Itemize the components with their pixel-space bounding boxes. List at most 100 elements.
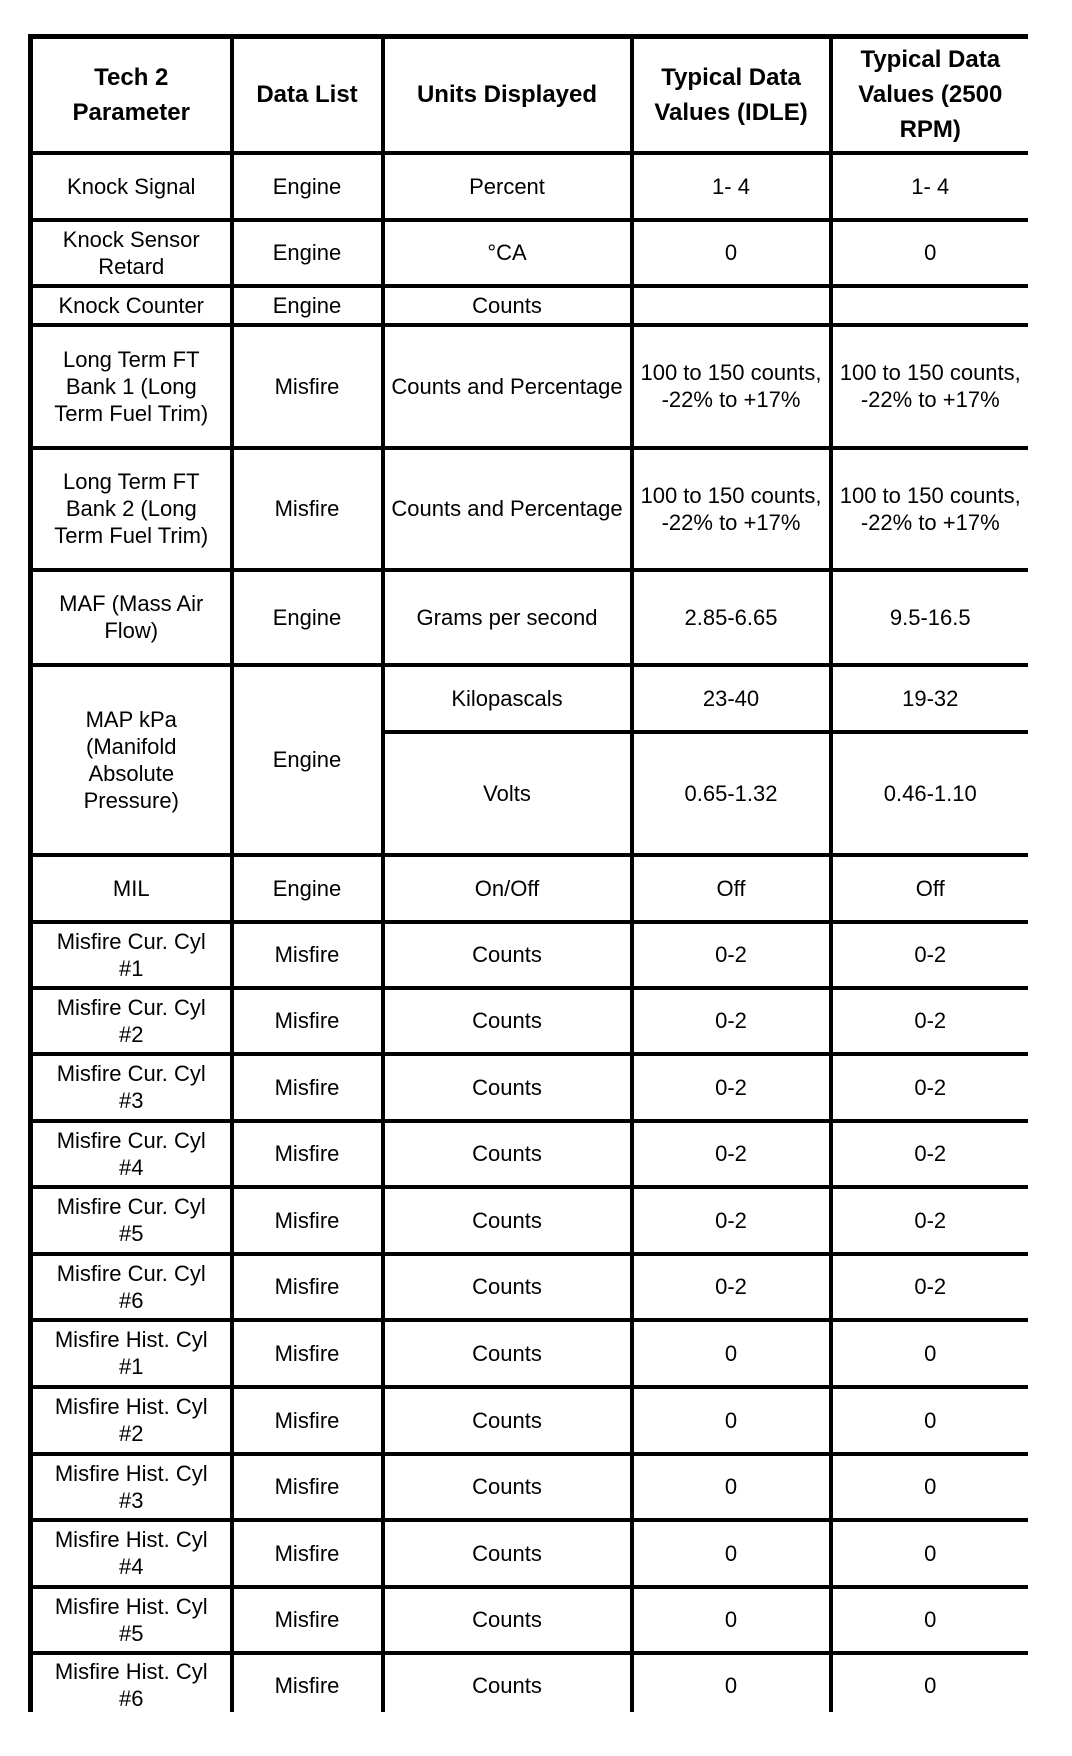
cell-idle: 0-2 — [629, 919, 833, 990]
cell-units: Counts — [380, 1118, 634, 1189]
cell-2500rpm: 0 — [828, 1650, 1028, 1712]
cell-units: Grams per second — [380, 567, 634, 667]
cell-units: Counts — [380, 985, 634, 1056]
cell-units: Counts — [380, 1517, 634, 1589]
blank-value: ___ — [911, 300, 949, 326]
table-row: Misfire Cur. Cyl #1 Misfire Counts 0-2 0-2 — [28, 919, 1028, 990]
cell-parameter: Knock Counter — [28, 283, 234, 327]
cell-data-list: Misfire — [229, 1251, 385, 1322]
cell-units: Counts — [380, 1251, 634, 1322]
cell-2500rpm: 1- 4 — [828, 150, 1028, 222]
cell-idle: 0-2 — [629, 985, 833, 1056]
cell-data-list: Misfire — [229, 1118, 385, 1189]
cell-data-list: Engine — [229, 852, 385, 924]
table-row: Misfire Hist. Cyl #3 Misfire Counts 0 0 — [28, 1451, 1028, 1522]
cell-data-list: Engine — [229, 150, 385, 222]
blank-value: ___ — [712, 300, 750, 326]
cell-units: Counts — [380, 1317, 634, 1389]
cell-parameter: MAP kPa (Manifold Absolute Pressure) — [28, 662, 234, 857]
cell-units: Counts and Percentage — [380, 322, 634, 450]
table-row: MAP kPa (Manifold Absolute Pressure) Engi… — [28, 662, 1028, 857]
cell-idle: 100 to 150 counts, -22% to +17% — [629, 322, 833, 450]
cell-units: Counts and Percentage — [380, 445, 634, 572]
cell-parameter: Misfire Cur. Cyl #2 — [28, 985, 234, 1056]
cell-2500rpm: 0 — [828, 1451, 1028, 1522]
cell-2500rpm: 100 to 150 counts, -22% to +17% — [828, 445, 1028, 572]
header-parameter: Tech 2 Parameter — [28, 34, 234, 155]
cell-parameter: Long Term FT Bank 1 (Long Term Fuel Trim… — [28, 322, 234, 450]
cell-parameter: Misfire Hist. Cyl #3 — [28, 1451, 234, 1522]
cell-idle: 23-40 — [629, 662, 833, 734]
header-idle: Typical Data Values (IDLE) — [629, 34, 833, 155]
cell-units: Counts — [380, 1584, 634, 1655]
cell-2500rpm: 0-2 — [828, 1051, 1028, 1123]
table-row: Volts 0.65-1.32 0.46-1.10 — [31, 729, 1028, 857]
cell-parameter: Misfire Cur. Cyl #4 — [28, 1118, 234, 1189]
cell-2500rpm: 9.5-16.5 — [828, 567, 1028, 667]
cell-2500rpm: 0 — [828, 217, 1028, 288]
table-row: MIL Engine On/Off Off Off — [28, 852, 1028, 924]
cell-units: Counts — [380, 1051, 634, 1123]
cell-idle: 1- 4 — [629, 150, 833, 222]
cell-idle: 0 — [629, 217, 833, 288]
header-units: Units Displayed — [380, 34, 634, 155]
cell-2500rpm: 100 to 150 counts, -22% to +17% — [828, 322, 1028, 450]
cell-2500rpm: 0 — [828, 1384, 1028, 1456]
cell-parameter: Misfire Cur. Cyl #6 — [28, 1251, 234, 1322]
table-row: Misfire Hist. Cyl #4 Misfire Counts 0 0 — [28, 1517, 1028, 1589]
cell-2500rpm: 0-2 — [828, 1184, 1028, 1256]
cell-2500rpm: 0-2 — [828, 1251, 1028, 1322]
header-2500rpm: Typical Data Values (2500 RPM) — [828, 34, 1028, 155]
cell-idle: 0-2 — [629, 1051, 833, 1123]
cell-data-list: Misfire — [229, 1184, 385, 1256]
cell-parameter: Misfire Hist. Cyl #1 — [28, 1317, 234, 1389]
cell-2500rpm: 0 — [828, 1517, 1028, 1589]
table-row: Misfire Hist. Cyl #5 Misfire Counts 0 0 — [28, 1584, 1028, 1655]
table-row: Long Term FT Bank 2 (Long Term Fuel Trim… — [28, 445, 1028, 572]
cell-parameter: Knock Sensor Retard — [28, 217, 234, 288]
cell-data-list: Misfire — [229, 322, 385, 450]
cell-data-list: Misfire — [229, 1650, 385, 1712]
cell-units: Counts — [380, 1650, 634, 1712]
table-row: MAF (Mass Air Flow) Engine Grams per secon… — [28, 567, 1028, 667]
cell-parameter: Misfire Hist. Cyl #4 — [28, 1517, 234, 1589]
cell-parameter: MIL — [28, 852, 234, 924]
cell-parameter: MAF (Mass Air Flow) — [28, 567, 234, 667]
cell-units: Counts — [380, 1384, 634, 1456]
cell-units: Counts — [380, 1184, 634, 1256]
cell-idle: 0-2 — [629, 1118, 833, 1189]
cell-units: Counts — [380, 1451, 634, 1522]
cell-idle: 100 to 150 counts, -22% to +17% — [629, 445, 833, 572]
table-row: Misfire Cur. Cyl #5 Misfire Counts 0-2 0-2 — [28, 1184, 1028, 1256]
cell-data-list: Misfire — [229, 985, 385, 1056]
table-row: Misfire Hist. Cyl #6 Misfire Counts 0 0 — [28, 1650, 1028, 1712]
cell-data-list: Misfire — [229, 1584, 385, 1655]
cell-units: On/Off — [380, 852, 634, 924]
cell-data-list: Misfire — [229, 919, 385, 990]
cell-2500rpm: 19-32 — [828, 662, 1028, 734]
cell-2500rpm: 0-2 — [828, 985, 1028, 1056]
cell-idle: 0 — [629, 1451, 833, 1522]
table-row: Misfire Cur. Cyl #2 Misfire Counts 0-2 0-2 — [28, 985, 1028, 1056]
table-row: Long Term FT Bank 1 (Long Term Fuel Trim… — [28, 322, 1028, 450]
cell-parameter: Misfire Cur. Cyl #5 — [28, 1184, 234, 1256]
cell-2500rpm: 0-2 — [828, 919, 1028, 990]
cell-2500rpm: 0-2 — [828, 1118, 1028, 1189]
cell-parameter: Misfire Hist. Cyl #5 — [28, 1584, 234, 1655]
cell-idle: Off — [629, 852, 833, 924]
table-row: Misfire Hist. Cyl #2 Misfire Counts 0 0 — [28, 1384, 1028, 1456]
cell-idle: 0-2 — [629, 1251, 833, 1322]
cell-parameter: Misfire Cur. Cyl #1 — [28, 919, 234, 990]
cell-idle: 2.85-6.65 — [629, 567, 833, 667]
cell-2500rpm: ___ — [828, 283, 1028, 327]
table-row: Knock Sensor Retard Engine °CA 0 0 — [28, 217, 1028, 288]
cell-2500rpm: 0 — [828, 1317, 1028, 1389]
cell-data-list: Engine — [229, 217, 385, 288]
cell-idle: 0 — [629, 1517, 833, 1589]
cell-parameter: Misfire Cur. Cyl #3 — [28, 1051, 234, 1123]
cell-parameter: Misfire Hist. Cyl #2 — [28, 1384, 234, 1456]
cell-idle: ___ — [629, 283, 833, 327]
cell-2500rpm: 0.46-1.10 — [828, 729, 1028, 857]
cell-units: °CA — [380, 217, 634, 288]
cell-parameter: Misfire Hist. Cyl #6 — [28, 1650, 234, 1712]
